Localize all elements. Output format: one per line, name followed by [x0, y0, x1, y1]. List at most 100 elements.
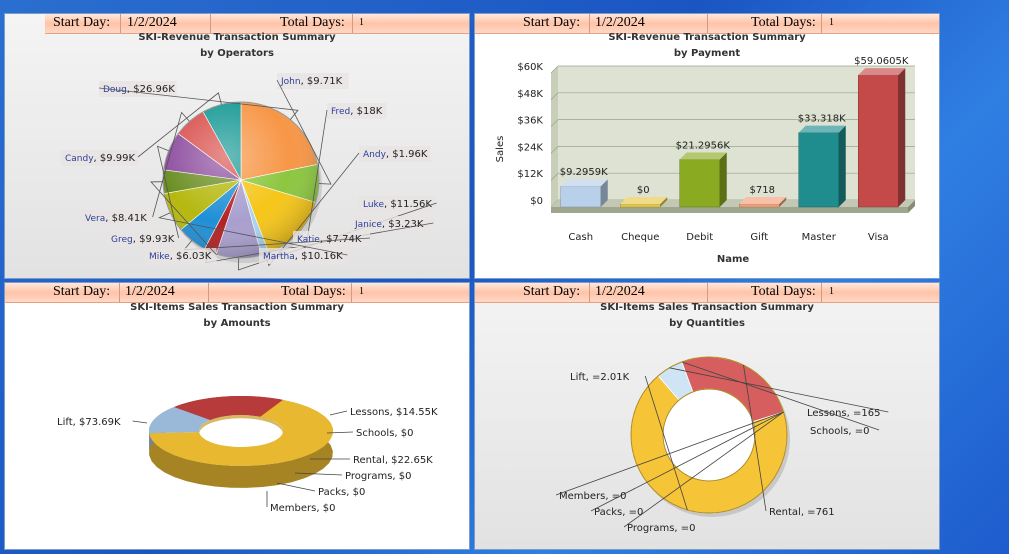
leader-line [294, 472, 343, 476]
quantities-panel: Start Day: 1/2/2024 Total Days: 1 SKI-It… [474, 282, 940, 550]
amounts-panel: Start Day: 1/2/2024 Total Days: 1 SKI-It… [4, 282, 470, 550]
slice-label: Lift, =2.01K [570, 372, 630, 383]
label-bg [327, 103, 387, 119]
total-days-value: 1 [359, 17, 364, 28]
y-tick-label: $36K [517, 116, 543, 127]
plot-side-wall [551, 66, 558, 207]
bar-front [858, 74, 899, 208]
leader-line [158, 212, 348, 256]
bar-top [620, 197, 668, 204]
ring-hole [662, 388, 756, 482]
label-bg [61, 150, 138, 166]
bar-top [679, 152, 727, 160]
bar-front [798, 132, 839, 208]
start-day-label: Start Day: [523, 15, 581, 30]
label-bg [359, 146, 431, 162]
leader-line [276, 482, 316, 492]
label-bg [99, 81, 177, 97]
start-day-label: Start Day: [523, 284, 581, 299]
start-day-value: 1/2/2024 [595, 15, 645, 30]
slice-label: Lessons, $14.55K [350, 407, 438, 418]
bar-visa[interactable] [858, 68, 906, 208]
label-bg [107, 231, 179, 247]
start-day-label: Start Day: [53, 284, 111, 299]
bar-value-label: $21.2956K [676, 140, 731, 151]
bar-top [560, 179, 608, 187]
ring-slice-lessons[interactable] [149, 406, 211, 434]
gridline [550, 92, 559, 101]
start-day-value: 1/2/2024 [595, 284, 645, 299]
quantities-doughnut-chart: Lift, =2.01K Lessons, =165 Schools, =0 Rent… [555, 356, 889, 534]
bar-top [858, 68, 906, 76]
bar-front [560, 185, 601, 208]
slice-label: Lessons, =165 [807, 408, 880, 419]
bar-master[interactable] [798, 125, 846, 208]
start-day-value: 1/2/2024 [125, 284, 175, 299]
slice-label: Packs, $0 [318, 487, 365, 498]
bar-side [660, 197, 668, 207]
ring-slice-lift[interactable] [149, 399, 334, 466]
leader-line [132, 420, 148, 424]
slice-label: Janice, $3.23K [354, 219, 424, 230]
ring-hole [199, 415, 283, 447]
total-days-label: Total Days: [280, 15, 345, 30]
bar-value-label: $718 [750, 185, 775, 196]
y-tick-label: $60K [517, 62, 543, 73]
chart-subtitle: by Amounts [203, 318, 271, 329]
panel-header: Start Day: 1/2/2024 Total Days: 1 [45, 14, 469, 34]
total-days-value: 1 [359, 286, 364, 297]
panel-header: Start Day: 1/2/2024 Total Days: 1 [475, 14, 939, 34]
bar-cheque[interactable] [620, 197, 668, 208]
start-day-label: Start Day: [53, 15, 111, 30]
ring-hole-wall [199, 415, 283, 435]
plot-floor-side [908, 200, 915, 213]
slice-label: Fred, $18K [331, 106, 383, 117]
total-days-value: 1 [829, 286, 834, 297]
payment-panel: Start Day: 1/2/2024 Total Days: 1 SKI-Re… [474, 13, 940, 279]
bar-front [620, 203, 661, 208]
label-bg [351, 216, 434, 232]
leader-line [150, 181, 217, 256]
slice-label: Mike, $6.03K [149, 251, 212, 262]
chart-title: SKI-Items Sales Transaction Summary [600, 302, 814, 313]
gridline [550, 65, 559, 74]
x-tick-label: Debit [686, 232, 713, 243]
slice-label: Lift, $73.69K [57, 417, 121, 428]
label-bg [359, 196, 437, 212]
label-bg [277, 73, 349, 89]
plot-floor-front [551, 207, 908, 213]
y-tick-label: $48K [517, 89, 543, 100]
x-tick-label: Gift [750, 232, 768, 243]
label-bg [259, 248, 348, 264]
x-tick-label: Master [802, 232, 837, 243]
bar-front [739, 203, 780, 208]
bar-side [779, 197, 787, 207]
gridline [550, 172, 559, 181]
start-day-value: 1/2/2024 [127, 15, 177, 30]
chart-subtitle: by Payment [673, 48, 741, 59]
leader-line [681, 361, 880, 431]
bar-cash[interactable] [560, 179, 608, 208]
bar-value-label: $9.2959K [560, 167, 608, 178]
total-days-value: 1 [829, 17, 834, 28]
bar-gift[interactable] [739, 197, 787, 208]
chart-subtitle: by Operators [200, 48, 274, 59]
ring-slice-rental[interactable] [174, 396, 283, 421]
amounts-doughnut-chart: Lift, $73.69K Lessons, $14.55K Schools, $0… [57, 396, 438, 514]
leader-line [98, 87, 299, 120]
bar-top [739, 197, 787, 204]
slice-label: Greg, $9.93K [111, 234, 175, 245]
operators-panel: Start Day: 1/2/2024 Total Days: 1 SKI-Re… [4, 13, 470, 279]
bar-debit[interactable] [679, 152, 727, 208]
total-days-label: Total Days: [281, 284, 346, 299]
slice-label: Programs, $0 [345, 471, 412, 482]
total-days-label: Total Days: [751, 15, 816, 30]
y-tick-label: $12K [517, 169, 543, 180]
leader-line [326, 431, 354, 434]
bar-value-label: $0 [637, 185, 650, 196]
bar-side [838, 125, 846, 207]
bar-value-label: $33.318K [798, 114, 846, 125]
leader-line [743, 364, 767, 512]
x-tick-label: Visa [868, 232, 889, 243]
leader-line [590, 411, 784, 512]
